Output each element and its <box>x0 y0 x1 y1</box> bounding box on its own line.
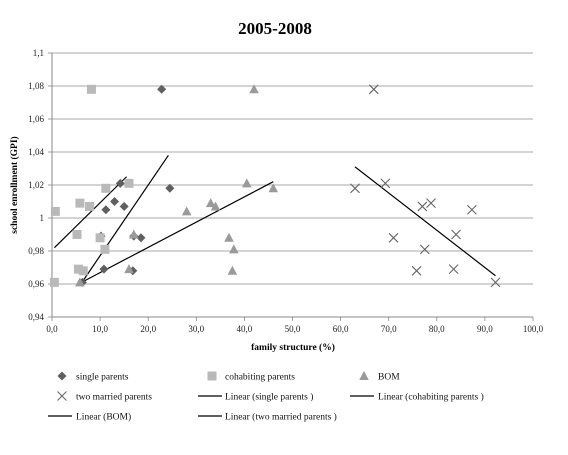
data-point-diamond <box>136 233 146 243</box>
y-tick-label: 1,1 <box>33 48 44 58</box>
legend-label: cohabiting parents <box>225 373 295 383</box>
data-point-x <box>417 201 428 212</box>
legend-label: Linear (cohabiting parents ) <box>378 392 484 403</box>
data-point-x <box>490 277 501 288</box>
data-point-x <box>419 244 430 255</box>
legend-label: Linear (BOM) <box>76 412 131 423</box>
y-tick-label: 1 <box>40 213 45 223</box>
y-tick-label: 1,06 <box>28 114 44 124</box>
trendline <box>53 176 127 249</box>
x-tick-label: 30,0 <box>188 324 204 334</box>
data-point-triangle <box>205 198 216 208</box>
data-point-x <box>426 198 436 209</box>
data-point-x <box>448 264 459 275</box>
legend-label: Linear (two married parents ) <box>225 412 337 423</box>
data-point-square <box>73 264 83 274</box>
data-point-triangle <box>229 244 239 254</box>
data-point-square <box>75 198 85 208</box>
data-point-diamond <box>115 178 125 188</box>
y-tick-label: 1,04 <box>28 147 44 157</box>
data-point-triangle <box>227 265 238 275</box>
legend: single parents cohabiting parents BOM two m… <box>48 371 484 423</box>
trendline <box>78 181 274 285</box>
data-point-triangle <box>181 206 192 216</box>
legend-label: BOM <box>378 373 400 383</box>
data-point-square <box>86 84 96 94</box>
data-point-square <box>50 206 60 216</box>
legend-marker <box>57 391 67 401</box>
data-point-diamond <box>119 201 129 211</box>
data-point-x <box>388 232 399 243</box>
data-point-square <box>72 230 82 239</box>
data-point-diamond <box>101 205 111 215</box>
data-point-x <box>380 178 391 189</box>
trendline <box>80 154 169 285</box>
tick-labels: 0,94 0,96 0,98 1 1,02 1,04 1,06 1,08 1,1 0,0 10,0 2… <box>28 48 543 334</box>
data-point-triangle <box>210 201 221 211</box>
x-tick-label: 60,0 <box>333 324 349 334</box>
x-tick-label: 100,0 <box>523 324 544 334</box>
data-point-x <box>350 183 360 194</box>
y-tick-label: 1,08 <box>28 81 44 91</box>
x-axis-title: family structure (%) <box>251 342 335 353</box>
trendline <box>354 166 496 277</box>
data-point-x <box>467 204 477 215</box>
legend-label: two married parents <box>76 393 152 403</box>
legend-label: single parents <box>76 373 129 383</box>
data-points <box>49 84 501 288</box>
y-tick-label: 0,96 <box>28 279 44 289</box>
x-tick-label: 50,0 <box>285 324 301 334</box>
y-axis-title: school enrollment (GPI) <box>9 136 20 233</box>
data-point-diamond <box>165 183 175 193</box>
x-tick-label: 10,0 <box>92 324 108 334</box>
trendlines <box>53 154 496 285</box>
x-tick-label: 90,0 <box>477 324 493 334</box>
data-point-x <box>411 265 422 276</box>
data-point-x <box>368 84 379 95</box>
legend-marker <box>57 371 67 381</box>
data-point-triangle <box>124 264 134 274</box>
data-point-triangle <box>268 183 279 193</box>
x-tick-label: 80,0 <box>429 324 445 334</box>
x-tick-label: 0,0 <box>46 324 58 334</box>
data-point-square <box>124 178 134 188</box>
data-point-triangle <box>75 277 85 287</box>
y-tick-label: 0,94 <box>28 312 44 322</box>
data-point-diamond <box>157 84 167 94</box>
x-tick-label: 70,0 <box>381 324 397 334</box>
data-point-triangle <box>242 178 252 188</box>
data-point-square <box>95 233 105 243</box>
data-point-diamond <box>110 197 120 206</box>
y-tick-label: 0,98 <box>28 246 44 256</box>
data-point-square <box>101 183 111 193</box>
chart-title: 2005-2008 <box>238 19 312 38</box>
legend-marker <box>207 371 217 381</box>
data-point-x <box>451 229 461 240</box>
axes <box>48 52 534 321</box>
legend-label: Linear (single parents ) <box>225 392 313 403</box>
y-tick-label: 1,02 <box>28 180 44 190</box>
data-point-square <box>100 244 110 254</box>
data-point-diamond <box>99 264 109 274</box>
data-point-triangle <box>128 229 139 239</box>
data-point-triangle <box>249 84 259 94</box>
x-tick-label: 20,0 <box>140 324 156 334</box>
data-point-triangle <box>224 232 234 242</box>
legend-marker <box>359 371 369 380</box>
data-point-square <box>78 266 88 276</box>
data-point-square <box>49 277 59 287</box>
x-tick-label: 40,0 <box>237 324 253 334</box>
data-point-square <box>85 201 95 211</box>
